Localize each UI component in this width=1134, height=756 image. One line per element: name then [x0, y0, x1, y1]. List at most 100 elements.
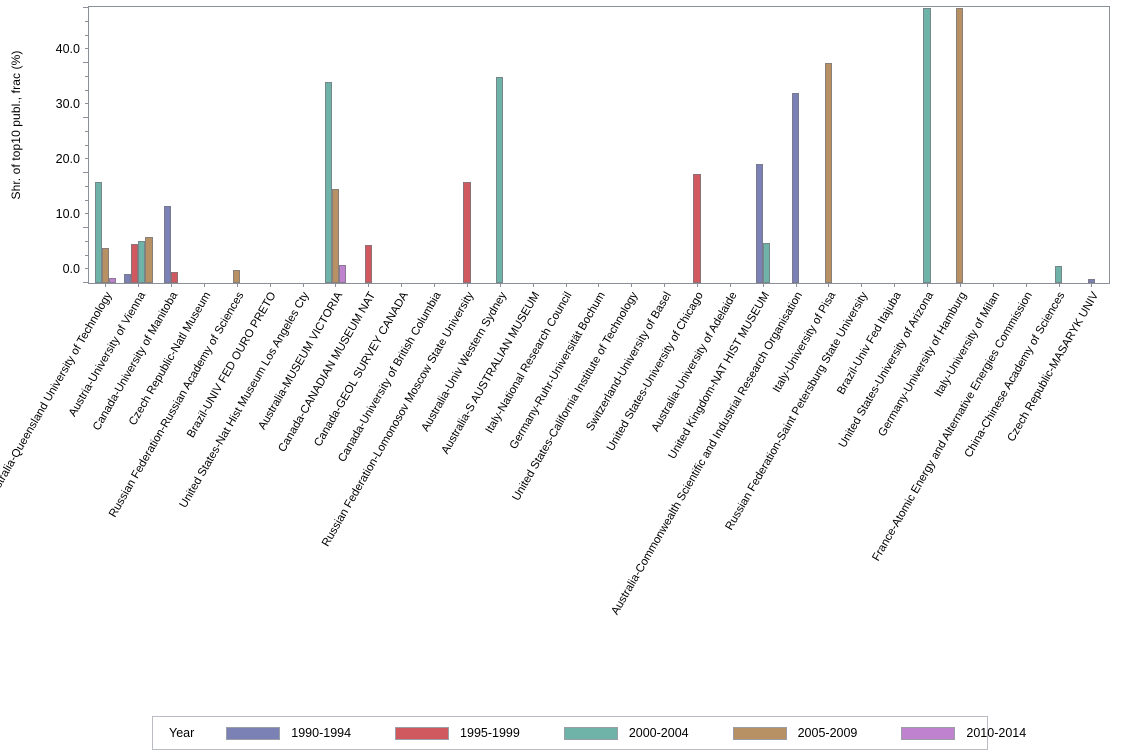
chart-bar	[762, 242, 770, 283]
chart-legend: Year 1990-1994 1995-1999 2000-2004 2005-200…	[152, 716, 1026, 750]
chart-bar	[693, 173, 701, 283]
x-axis-tick-label: France-Atomic Energy and Alternative Ene…	[870, 290, 1035, 563]
x-axis-tick	[105, 283, 107, 287]
y-axis-tick-minor	[85, 103, 89, 105]
x-axis-tick	[466, 283, 468, 287]
legend-label: 2010-2014	[966, 726, 1027, 740]
chart-bar	[331, 189, 340, 283]
legend-swatch	[901, 726, 956, 740]
legend-swatch	[563, 726, 618, 740]
x-axis-tick	[1025, 283, 1027, 287]
y-axis-tick-minor	[85, 213, 89, 215]
x-axis-tick-label-text: Australia-Queensland University of Techn…	[0, 290, 115, 503]
y-axis-tick-label: 0.0	[62, 262, 80, 276]
y-axis-tick-label: 40.0	[55, 42, 80, 57]
chart-bar	[364, 244, 372, 283]
x-axis-tick	[401, 283, 403, 287]
x-axis-tick	[138, 283, 140, 287]
y-axis-tick-minor	[85, 199, 89, 201]
legend-label: 2000-2004	[628, 726, 689, 740]
chart-bar	[463, 181, 471, 283]
y-axis-tick-minor	[85, 130, 89, 132]
y-axis-tick-minor	[85, 240, 89, 242]
legend-label: 2005-2009	[797, 726, 858, 740]
chart-bar	[1087, 278, 1095, 283]
legend-entry[interactable]: 1995-1999	[395, 726, 520, 740]
x-axis-tick	[664, 283, 666, 287]
y-axis-tick-major	[83, 117, 89, 119]
y-axis-tick-major	[83, 172, 89, 174]
x-axis-tick	[959, 283, 961, 287]
x-axis-tick	[368, 283, 370, 287]
chart-bar	[339, 264, 347, 283]
x-axis-tick	[861, 283, 863, 287]
x-axis-tick	[729, 283, 731, 287]
y-axis-tick-label: 20.0	[55, 152, 80, 167]
y-axis-tick-minor	[85, 185, 89, 187]
chart-bar	[1054, 265, 1063, 283]
x-axis-tick	[236, 283, 238, 287]
legend-label: 1990-1994	[291, 726, 352, 740]
x-axis-tick-label: Russian Federation-Lomonosov Moscow Stat…	[320, 290, 476, 549]
x-axis-tick-label: Italy-University of Pisa	[771, 290, 838, 395]
x-axis-tick	[532, 283, 534, 287]
y-axis-tick-minor	[85, 254, 89, 256]
chart-bar	[131, 243, 139, 283]
chart-bar	[791, 93, 800, 283]
y-axis-tick-minor	[85, 268, 89, 270]
y-axis-tick-minor	[85, 75, 89, 77]
y-axis-tick-minor	[85, 158, 89, 160]
x-axis-tick-label-text: Russian Federation-Lomonosov Moscow Stat…	[319, 290, 477, 549]
chart-bar	[163, 206, 172, 283]
legend-entries: 1990-1994 1995-1999 2000-2004 2005-2009 2010…	[226, 726, 1070, 740]
x-axis-tick	[204, 283, 206, 287]
legend-entry[interactable]: 2000-2004	[563, 726, 689, 740]
y-axis-tick-minor	[85, 89, 89, 91]
x-axis-tick	[992, 283, 994, 287]
legend-entry[interactable]: 2010-2014	[901, 726, 1026, 740]
y-axis-tick-major	[83, 62, 89, 64]
x-axis-labels: Australia-Queensland University of Techn…	[0, 284, 1110, 704]
x-axis-tick-label: United States-California Institute of Te…	[511, 290, 641, 503]
chart-bar	[145, 236, 153, 283]
x-axis-tick	[1058, 283, 1060, 287]
plot-area: 0.010.020.030.040.050.0	[56, 0, 1110, 287]
x-axis-tick-label-text: Italy-University of Pisa	[770, 290, 838, 395]
y-axis-tick-minor	[85, 34, 89, 36]
legend-label: 1995-1999	[460, 726, 520, 740]
x-axis-tick-label-text: Brazil-Univ Fed Itajuba	[835, 290, 904, 397]
x-axis-tick	[434, 283, 436, 287]
chart-bar	[956, 8, 964, 283]
y-axis-tick-major	[83, 227, 89, 229]
y-axis-tick-minor	[85, 144, 89, 146]
x-axis-tick	[335, 283, 337, 287]
chart-bar	[496, 77, 504, 283]
x-axis-tick-label-text: United States-Nat Hist Museum Los Angele…	[177, 290, 313, 511]
legend-entry[interactable]: 1990-1994	[226, 726, 351, 740]
chart-bar	[171, 272, 179, 283]
plot-inner: 0.010.020.030.040.050.0	[56, 0, 1109, 287]
x-axis-tick	[499, 283, 501, 287]
chart-bar	[923, 8, 931, 283]
x-axis-tick-label: United States-Nat Hist Museum Los Angele…	[178, 290, 312, 510]
x-axis-tick	[1091, 283, 1093, 287]
x-axis-tick-label-text: France-Atomic Energy and Alternative Ene…	[870, 290, 1036, 564]
chart-bar	[94, 181, 102, 283]
y-axis-tick-minor	[85, 20, 89, 22]
y-axis-tick-major	[83, 282, 89, 283]
y-axis-tick-label: 10.0	[55, 207, 80, 222]
x-axis-tick	[894, 283, 896, 287]
legend-swatch	[395, 726, 450, 740]
y-axis-tick-label: 30.0	[55, 97, 80, 112]
x-axis-tick-label: Australia-Queensland University of Techn…	[0, 290, 115, 502]
chart-bar	[324, 81, 332, 283]
chart-bar	[233, 270, 241, 283]
x-axis-tick	[269, 283, 271, 287]
chart-bar	[824, 63, 833, 283]
x-axis-tick-label-text: United States-California Institute of Te…	[510, 290, 641, 503]
chart-bar	[138, 240, 146, 283]
x-axis-tick	[927, 283, 929, 287]
chart-bar	[101, 248, 110, 283]
legend-entry[interactable]: 2005-2009	[732, 726, 858, 740]
